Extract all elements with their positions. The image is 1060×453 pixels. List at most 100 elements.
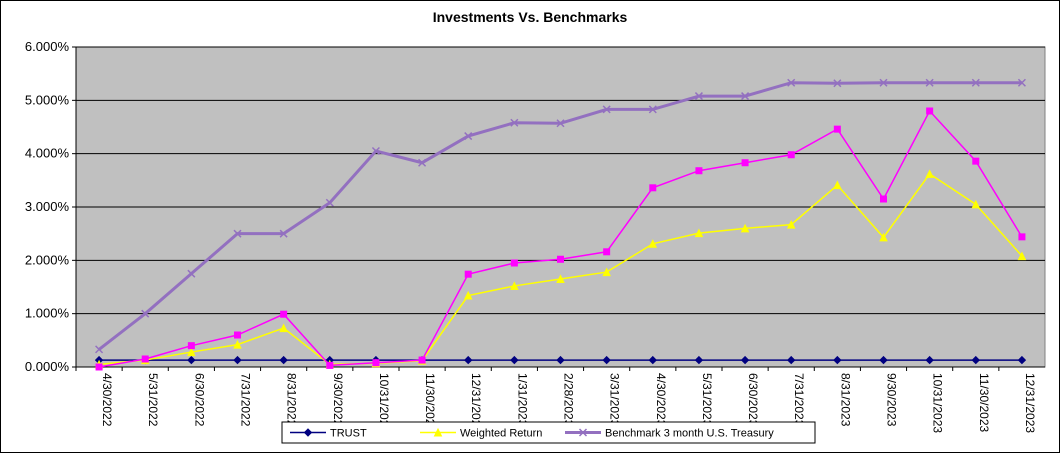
- x-tick-label: 7/31/2022: [239, 373, 253, 427]
- marker: [279, 323, 288, 333]
- marker: [602, 355, 611, 365]
- x-tick-label: 10/31/2022: [377, 373, 391, 433]
- marker: [833, 125, 841, 133]
- marker: [372, 359, 380, 367]
- x-tick-label: 5/31/2023: [700, 373, 714, 427]
- marker: [433, 427, 443, 437]
- x-tick-label: 1/31/2023: [515, 373, 529, 427]
- marker: [279, 229, 288, 238]
- x-tick-label: 5/31/2022: [146, 373, 160, 427]
- y-tick-label: 5.000%: [25, 92, 70, 107]
- marker: [464, 270, 472, 278]
- marker: [233, 229, 242, 238]
- marker: [279, 355, 288, 365]
- y-tick-label: 2.000%: [25, 252, 70, 267]
- marker: [787, 355, 796, 365]
- marker: [649, 184, 657, 192]
- marker: [557, 255, 564, 263]
- x-tick-label: 6/30/2022: [192, 373, 206, 427]
- y-tick-label: 6.000%: [25, 39, 70, 54]
- x-tick-label: 3/31/2023: [608, 373, 622, 427]
- marker: [325, 198, 334, 207]
- marker: [95, 363, 103, 371]
- marker: [603, 248, 611, 256]
- y-tick-label: 0.000%: [25, 359, 70, 374]
- marker: [648, 105, 657, 114]
- x-tick-label: 9/30/2022: [331, 373, 345, 427]
- y-tick-label: 3.000%: [25, 199, 70, 214]
- marker: [556, 119, 565, 128]
- marker: [602, 105, 611, 114]
- marker: [833, 79, 842, 88]
- marker: [972, 157, 980, 165]
- marker: [578, 428, 588, 437]
- marker: [879, 78, 888, 87]
- marker: [648, 239, 658, 248]
- marker: [234, 331, 241, 339]
- marker: [740, 223, 750, 233]
- marker: [510, 259, 518, 267]
- x-tick-label: 4/30/2022: [100, 373, 114, 427]
- marker: [1017, 355, 1027, 365]
- marker: [787, 151, 795, 159]
- marker: [1017, 78, 1026, 87]
- marker: [418, 158, 427, 167]
- marker: [418, 356, 426, 364]
- marker: [694, 355, 704, 365]
- x-tick-label: 8/31/2023: [838, 373, 852, 427]
- marker: [648, 355, 657, 365]
- marker: [694, 228, 704, 238]
- marker: [510, 355, 519, 365]
- marker: [371, 146, 380, 156]
- legend-box: [281, 421, 816, 444]
- marker: [187, 342, 195, 350]
- marker: [187, 269, 196, 278]
- x-tick-label: 9/30/2023: [885, 373, 899, 427]
- x-tick-label: 12/31/2023: [1023, 373, 1037, 433]
- y-tick-label: 1.000%: [25, 306, 70, 321]
- marker: [971, 199, 981, 209]
- marker: [879, 232, 888, 242]
- marker: [925, 78, 934, 87]
- marker: [187, 355, 196, 365]
- marker: [1018, 233, 1026, 241]
- marker: [464, 355, 473, 365]
- marker: [695, 167, 703, 175]
- x-tick-label: 7/31/2023: [792, 373, 806, 427]
- y-tick-label: 4.000%: [25, 146, 70, 161]
- x-tick-label: 4/30/2023: [654, 373, 668, 427]
- marker: [1017, 251, 1027, 261]
- marker: [326, 361, 334, 369]
- marker: [95, 345, 104, 354]
- marker: [925, 355, 934, 365]
- marker: [971, 355, 980, 365]
- marker: [787, 78, 796, 87]
- marker: [880, 195, 887, 203]
- marker: [786, 219, 796, 229]
- legend-label: TRUST: [330, 428, 367, 440]
- x-tick-label: 6/30/2023: [746, 373, 760, 427]
- marker: [879, 355, 888, 365]
- marker: [833, 355, 842, 365]
- marker: [280, 310, 288, 318]
- marker: [602, 267, 611, 277]
- marker: [556, 355, 565, 365]
- marker: [233, 339, 242, 349]
- x-tick-label: 10/31/2023: [931, 373, 945, 433]
- marker: [971, 78, 980, 87]
- marker: [141, 355, 149, 363]
- x-tick-label: 11/30/2023: [977, 373, 991, 432]
- chart-title: Investments Vs. Benchmarks: [433, 9, 628, 25]
- marker: [187, 347, 196, 357]
- marker: [926, 107, 934, 115]
- x-tick-label: 2/28/2023: [562, 373, 576, 427]
- x-tick-label: 12/31/2022: [469, 373, 483, 433]
- marker: [141, 309, 150, 318]
- marker: [741, 159, 749, 167]
- marker: [694, 92, 703, 101]
- marker: [556, 274, 565, 283]
- marker: [464, 132, 473, 141]
- marker: [463, 290, 473, 300]
- marker: [233, 355, 242, 365]
